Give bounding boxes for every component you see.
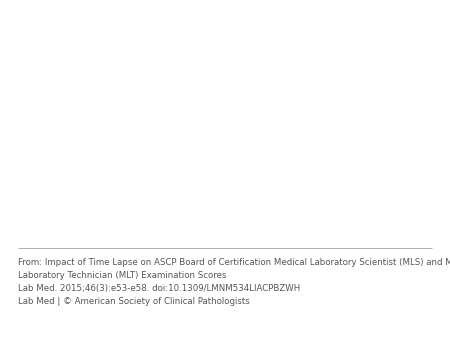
Text: From: Impact of Time Lapse on ASCP Board of Certification Medical Laboratory Sci: From: Impact of Time Lapse on ASCP Board… bbox=[18, 258, 450, 267]
Text: Laboratory Technician (MLT) Examination Scores: Laboratory Technician (MLT) Examination … bbox=[18, 271, 226, 280]
Text: Lab Med | © American Society of Clinical Pathologists: Lab Med | © American Society of Clinical… bbox=[18, 297, 250, 306]
Text: Lab Med. 2015;46(3):e53-e58. doi:10.1309/LMNM534LIACPBZWH: Lab Med. 2015;46(3):e53-e58. doi:10.1309… bbox=[18, 284, 300, 293]
